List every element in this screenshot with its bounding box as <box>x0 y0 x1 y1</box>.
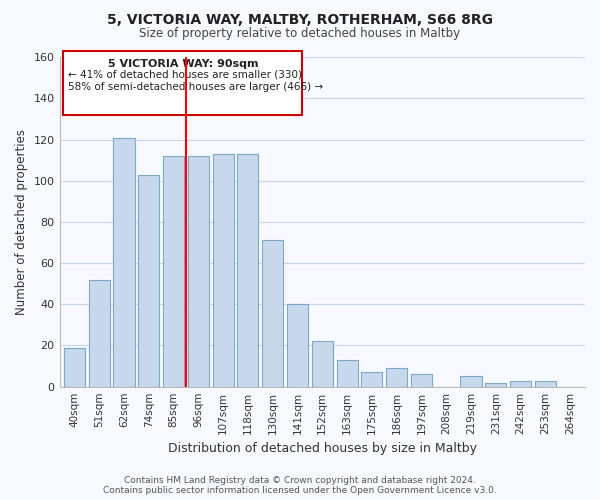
Bar <box>212 154 233 386</box>
Text: Size of property relative to detached houses in Maltby: Size of property relative to detached ho… <box>139 28 461 40</box>
Y-axis label: Number of detached properties: Number of detached properties <box>15 129 28 315</box>
X-axis label: Distribution of detached houses by size in Maltby: Distribution of detached houses by size … <box>168 442 477 455</box>
Bar <box>460 376 482 386</box>
Text: 58% of semi-detached houses are larger (466) →: 58% of semi-detached houses are larger (… <box>68 82 323 92</box>
FancyBboxPatch shape <box>63 51 302 115</box>
Bar <box>510 380 531 386</box>
Bar <box>188 156 209 386</box>
Bar <box>287 304 308 386</box>
Bar <box>89 280 110 386</box>
Bar <box>535 380 556 386</box>
Bar <box>361 372 382 386</box>
Bar <box>485 382 506 386</box>
Bar <box>138 174 160 386</box>
Bar <box>337 360 358 386</box>
Text: Contains HM Land Registry data © Crown copyright and database right 2024.
Contai: Contains HM Land Registry data © Crown c… <box>103 476 497 495</box>
Bar <box>411 374 432 386</box>
Bar <box>113 138 134 386</box>
Bar <box>163 156 184 386</box>
Bar <box>312 342 333 386</box>
Bar <box>238 154 259 386</box>
Text: 5, VICTORIA WAY, MALTBY, ROTHERHAM, S66 8RG: 5, VICTORIA WAY, MALTBY, ROTHERHAM, S66 … <box>107 12 493 26</box>
Text: ← 41% of detached houses are smaller (330): ← 41% of detached houses are smaller (33… <box>68 70 302 80</box>
Bar <box>386 368 407 386</box>
Text: 5 VICTORIA WAY: 90sqm: 5 VICTORIA WAY: 90sqm <box>107 60 258 70</box>
Bar <box>64 348 85 387</box>
Bar <box>262 240 283 386</box>
